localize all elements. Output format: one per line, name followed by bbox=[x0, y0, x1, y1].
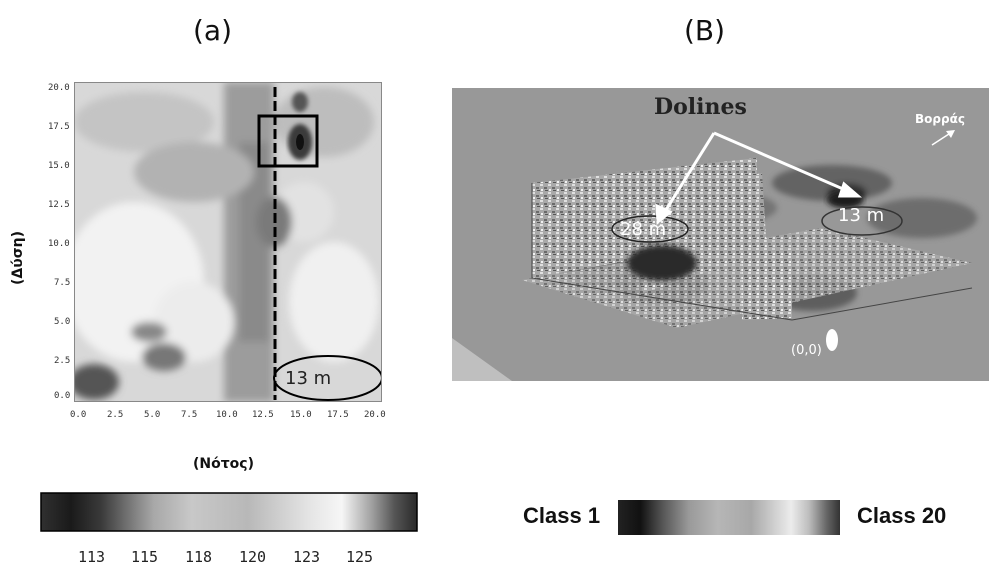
y-tick: 0.0 bbox=[54, 391, 71, 401]
x-tick: 20.0 bbox=[364, 410, 386, 420]
colorbar-b bbox=[618, 500, 840, 535]
colorbar-tick: 118 bbox=[185, 548, 213, 566]
annotation-13m-a: 13 m bbox=[285, 368, 332, 389]
y-tick: 7.5 bbox=[54, 278, 71, 288]
colorbar-a bbox=[40, 492, 418, 532]
colorbar-tick: 115 bbox=[131, 548, 159, 566]
dolines-title: Dolines bbox=[654, 94, 747, 120]
y-tick: 15.0 bbox=[48, 161, 70, 171]
x-tick: 17.5 bbox=[327, 410, 349, 420]
north-label: Βορράς bbox=[915, 112, 965, 126]
y-tick: 5.0 bbox=[54, 317, 71, 327]
y-tick: 17.5 bbox=[48, 122, 70, 132]
panel-a-map bbox=[64, 82, 383, 402]
panel-b-3d-view bbox=[452, 88, 989, 381]
colorbar-b-gradient bbox=[618, 500, 840, 535]
x-tick: 5.0 bbox=[144, 410, 161, 420]
x-tick: 12.5 bbox=[252, 410, 274, 420]
doline-13m-label: 13 m bbox=[838, 205, 885, 226]
x-tick: 7.5 bbox=[181, 410, 198, 420]
colorbar-tick: 113 bbox=[78, 548, 106, 566]
doline-arrows bbox=[655, 131, 863, 226]
panel-b-svg bbox=[452, 88, 989, 381]
x-tick: 2.5 bbox=[107, 410, 124, 420]
y-tick: 2.5 bbox=[54, 356, 71, 366]
colorbar-tick: 125 bbox=[346, 548, 374, 566]
y-axis-title: (Δύση) bbox=[10, 231, 26, 285]
x-axis-title: (Νότος) bbox=[193, 456, 254, 472]
x-tick: 0.0 bbox=[70, 410, 87, 420]
origin-marker bbox=[826, 329, 838, 351]
colorbar-a-gradient bbox=[40, 492, 418, 532]
origin-label: (0,0) bbox=[791, 343, 822, 358]
doline-28m-label: 28 m bbox=[620, 219, 667, 240]
x-tick: 10.0 bbox=[216, 410, 238, 420]
class-20-label: Class 20 bbox=[857, 503, 947, 528]
y-tick: 10.0 bbox=[48, 239, 70, 249]
x-tick: 15.0 bbox=[290, 410, 312, 420]
doline-box bbox=[257, 114, 319, 168]
panel-b-label: (B) bbox=[684, 14, 726, 47]
class-1-label: Class 1 bbox=[523, 503, 601, 528]
colorbar-tick: 123 bbox=[293, 548, 321, 566]
colorbar-tick: 120 bbox=[239, 548, 267, 566]
panel-a-label: (a) bbox=[193, 14, 233, 47]
y-tick: 12.5 bbox=[48, 200, 70, 210]
contour-map bbox=[64, 82, 383, 402]
y-tick: 20.0 bbox=[48, 83, 70, 93]
